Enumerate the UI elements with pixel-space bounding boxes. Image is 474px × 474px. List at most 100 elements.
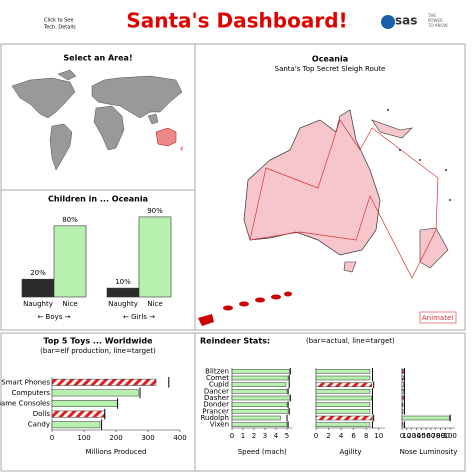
x-tick-label: 5 xyxy=(285,432,289,440)
bar xyxy=(51,378,157,386)
panel-title: Top 5 Toys ... Worldwide xyxy=(43,337,153,346)
x-tick-label: 2 xyxy=(252,432,256,440)
panel-title: Oceania xyxy=(312,55,348,64)
category-label: Computers xyxy=(12,389,51,397)
x-tick-label: 10 xyxy=(402,432,411,440)
bar xyxy=(401,375,404,381)
x-tick-label: 400 xyxy=(173,434,186,442)
bar xyxy=(51,400,118,407)
world-map[interactable] xyxy=(11,69,183,171)
bar xyxy=(21,278,55,298)
bar xyxy=(401,402,404,407)
bar xyxy=(315,415,373,421)
x-tick-label: 0 xyxy=(314,432,318,440)
tagline: THE xyxy=(427,13,436,18)
button-label[interactable]: Animate! xyxy=(422,314,454,322)
x-axis-label: Agility xyxy=(340,448,362,456)
sleigh-icon xyxy=(198,291,292,326)
category-label: Dancer xyxy=(204,387,229,395)
bar xyxy=(315,422,371,427)
bar xyxy=(315,395,373,401)
logo-text: sas xyxy=(395,14,417,28)
bar xyxy=(106,287,140,298)
category-label: Candy xyxy=(28,421,50,429)
tech-link[interactable]: Click to See xyxy=(44,18,73,24)
oceania-region[interactable] xyxy=(180,146,183,152)
x-tick-label: 0 xyxy=(400,432,404,440)
bar xyxy=(231,375,289,381)
x-tick-label: Naughty xyxy=(23,300,53,308)
category-label: Donder xyxy=(203,401,229,409)
bar xyxy=(51,421,101,429)
panel-title: Select an Area! xyxy=(63,54,132,63)
category-label: Game Consoles xyxy=(0,400,50,408)
category-label: Dolls xyxy=(33,410,51,418)
x-tick-label: 0 xyxy=(230,432,234,440)
x-tick-label: 2 xyxy=(326,432,330,440)
bar xyxy=(53,225,87,298)
x-tick-label: 3 xyxy=(263,432,267,440)
bar xyxy=(51,389,139,397)
x-tick-label: 20 xyxy=(407,432,416,440)
bar xyxy=(231,422,288,427)
category-label: Rudolph xyxy=(200,414,229,422)
category-label: Comet xyxy=(206,374,229,382)
x-tick-label: 0 xyxy=(50,434,54,442)
bar xyxy=(401,415,450,421)
panel-subtitle: Santa's Top Secret Sleigh Route xyxy=(275,65,386,73)
bar xyxy=(231,402,288,407)
tech-link[interactable]: Tech. Details xyxy=(43,25,76,31)
dashboard-title: Santa's Dashboard! xyxy=(126,9,347,33)
bar xyxy=(315,369,371,374)
logo-mark xyxy=(381,15,395,29)
x-axis-label: Nose Luminosity xyxy=(400,448,458,456)
group-label: ← Boys → xyxy=(37,313,70,321)
group-label: ← Girls → xyxy=(123,313,155,321)
panel-subtitle: (bar=elf production, line=target) xyxy=(40,347,156,355)
x-tick-label: 100 xyxy=(443,432,456,440)
bar xyxy=(315,402,371,407)
category-label: Vixen xyxy=(210,421,229,429)
x-tick-label: 70 xyxy=(431,432,440,440)
oceania-region[interactable] xyxy=(155,127,177,147)
panel xyxy=(194,332,466,472)
x-tick-label: 90 xyxy=(441,432,450,440)
x-tick-label: 80 xyxy=(436,432,445,440)
x-tick-label: 6 xyxy=(351,432,356,440)
x-tick-label: 4 xyxy=(274,432,279,440)
x-tick-label: 30 xyxy=(412,432,421,440)
bar xyxy=(315,375,371,381)
x-tick-label: Naughty xyxy=(108,300,138,308)
x-tick-label: 300 xyxy=(141,434,154,442)
bar xyxy=(231,369,290,374)
bar xyxy=(231,389,288,394)
tagline: POWER xyxy=(428,18,443,23)
bar xyxy=(401,382,404,387)
bar xyxy=(315,389,371,394)
bar xyxy=(315,382,373,387)
x-tick-label: 100 xyxy=(77,434,90,442)
bar xyxy=(51,410,106,418)
x-tick-label: 60 xyxy=(426,432,435,440)
x-tick-label: 4 xyxy=(339,432,344,440)
category-label: Blitzen xyxy=(205,367,229,375)
panel xyxy=(194,43,466,331)
value-label: 80% xyxy=(62,216,78,224)
animate-button[interactable] xyxy=(419,311,457,324)
category-label: Dasher xyxy=(204,394,229,402)
bar xyxy=(315,409,371,414)
bar xyxy=(231,415,281,421)
oceania-map xyxy=(243,109,451,279)
category-label: Cupid xyxy=(209,381,229,389)
panel-title: Reindeer Stats: xyxy=(200,337,270,346)
x-tick-label: 8 xyxy=(364,432,368,440)
value-label: 10% xyxy=(115,278,131,286)
x-tick-label: 40 xyxy=(417,432,426,440)
x-tick-label: 200 xyxy=(109,434,122,442)
x-tick-label: 1 xyxy=(241,432,245,440)
bar xyxy=(231,409,289,414)
panel-subtitle: (bar=actual, line=target) xyxy=(306,337,395,345)
bar xyxy=(401,422,404,427)
x-axis-label: Millions Produced xyxy=(86,448,147,456)
bar xyxy=(401,409,404,414)
